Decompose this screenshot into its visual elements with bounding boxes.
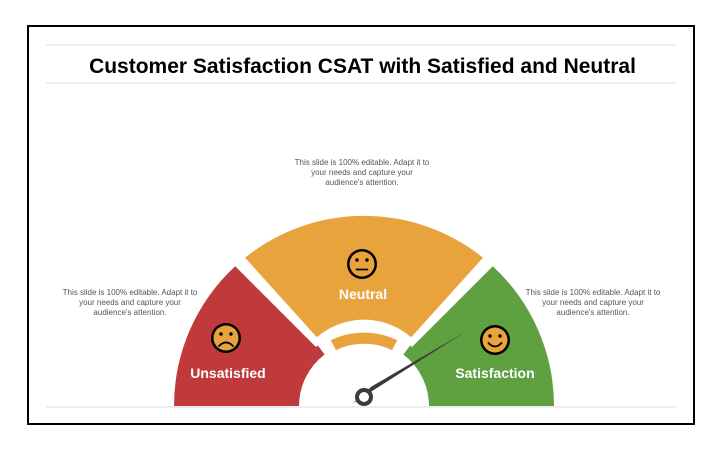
happy-face-icon [480, 325, 510, 355]
sad-face-icon [211, 323, 241, 353]
title-bottom-rule [46, 82, 676, 84]
needle-pivot-center [359, 392, 369, 402]
gauge-needle [352, 332, 465, 404]
segment-unsatisfied [174, 266, 319, 406]
segment-label-satisfaction: Satisfaction [455, 365, 534, 381]
footer-rule [46, 406, 676, 408]
segment-label-unsatisfied: Unsatisfied [190, 365, 265, 381]
note-right: This slide is 100% editable. Adapt it to… [525, 288, 661, 317]
segment-label-neutral: Neutral [339, 286, 387, 302]
slide-title: Customer Satisfaction CSAT with Satisfie… [89, 55, 636, 78]
inner-arc-orange [330, 332, 398, 351]
note-left: This slide is 100% editable. Adapt it to… [62, 288, 198, 317]
note-top: This slide is 100% editable. Adapt it to… [294, 158, 430, 187]
inner-arc-green [403, 345, 441, 406]
inner-arc-red [287, 345, 325, 406]
neutral-face-icon [347, 249, 377, 279]
title-top-rule [46, 44, 676, 46]
